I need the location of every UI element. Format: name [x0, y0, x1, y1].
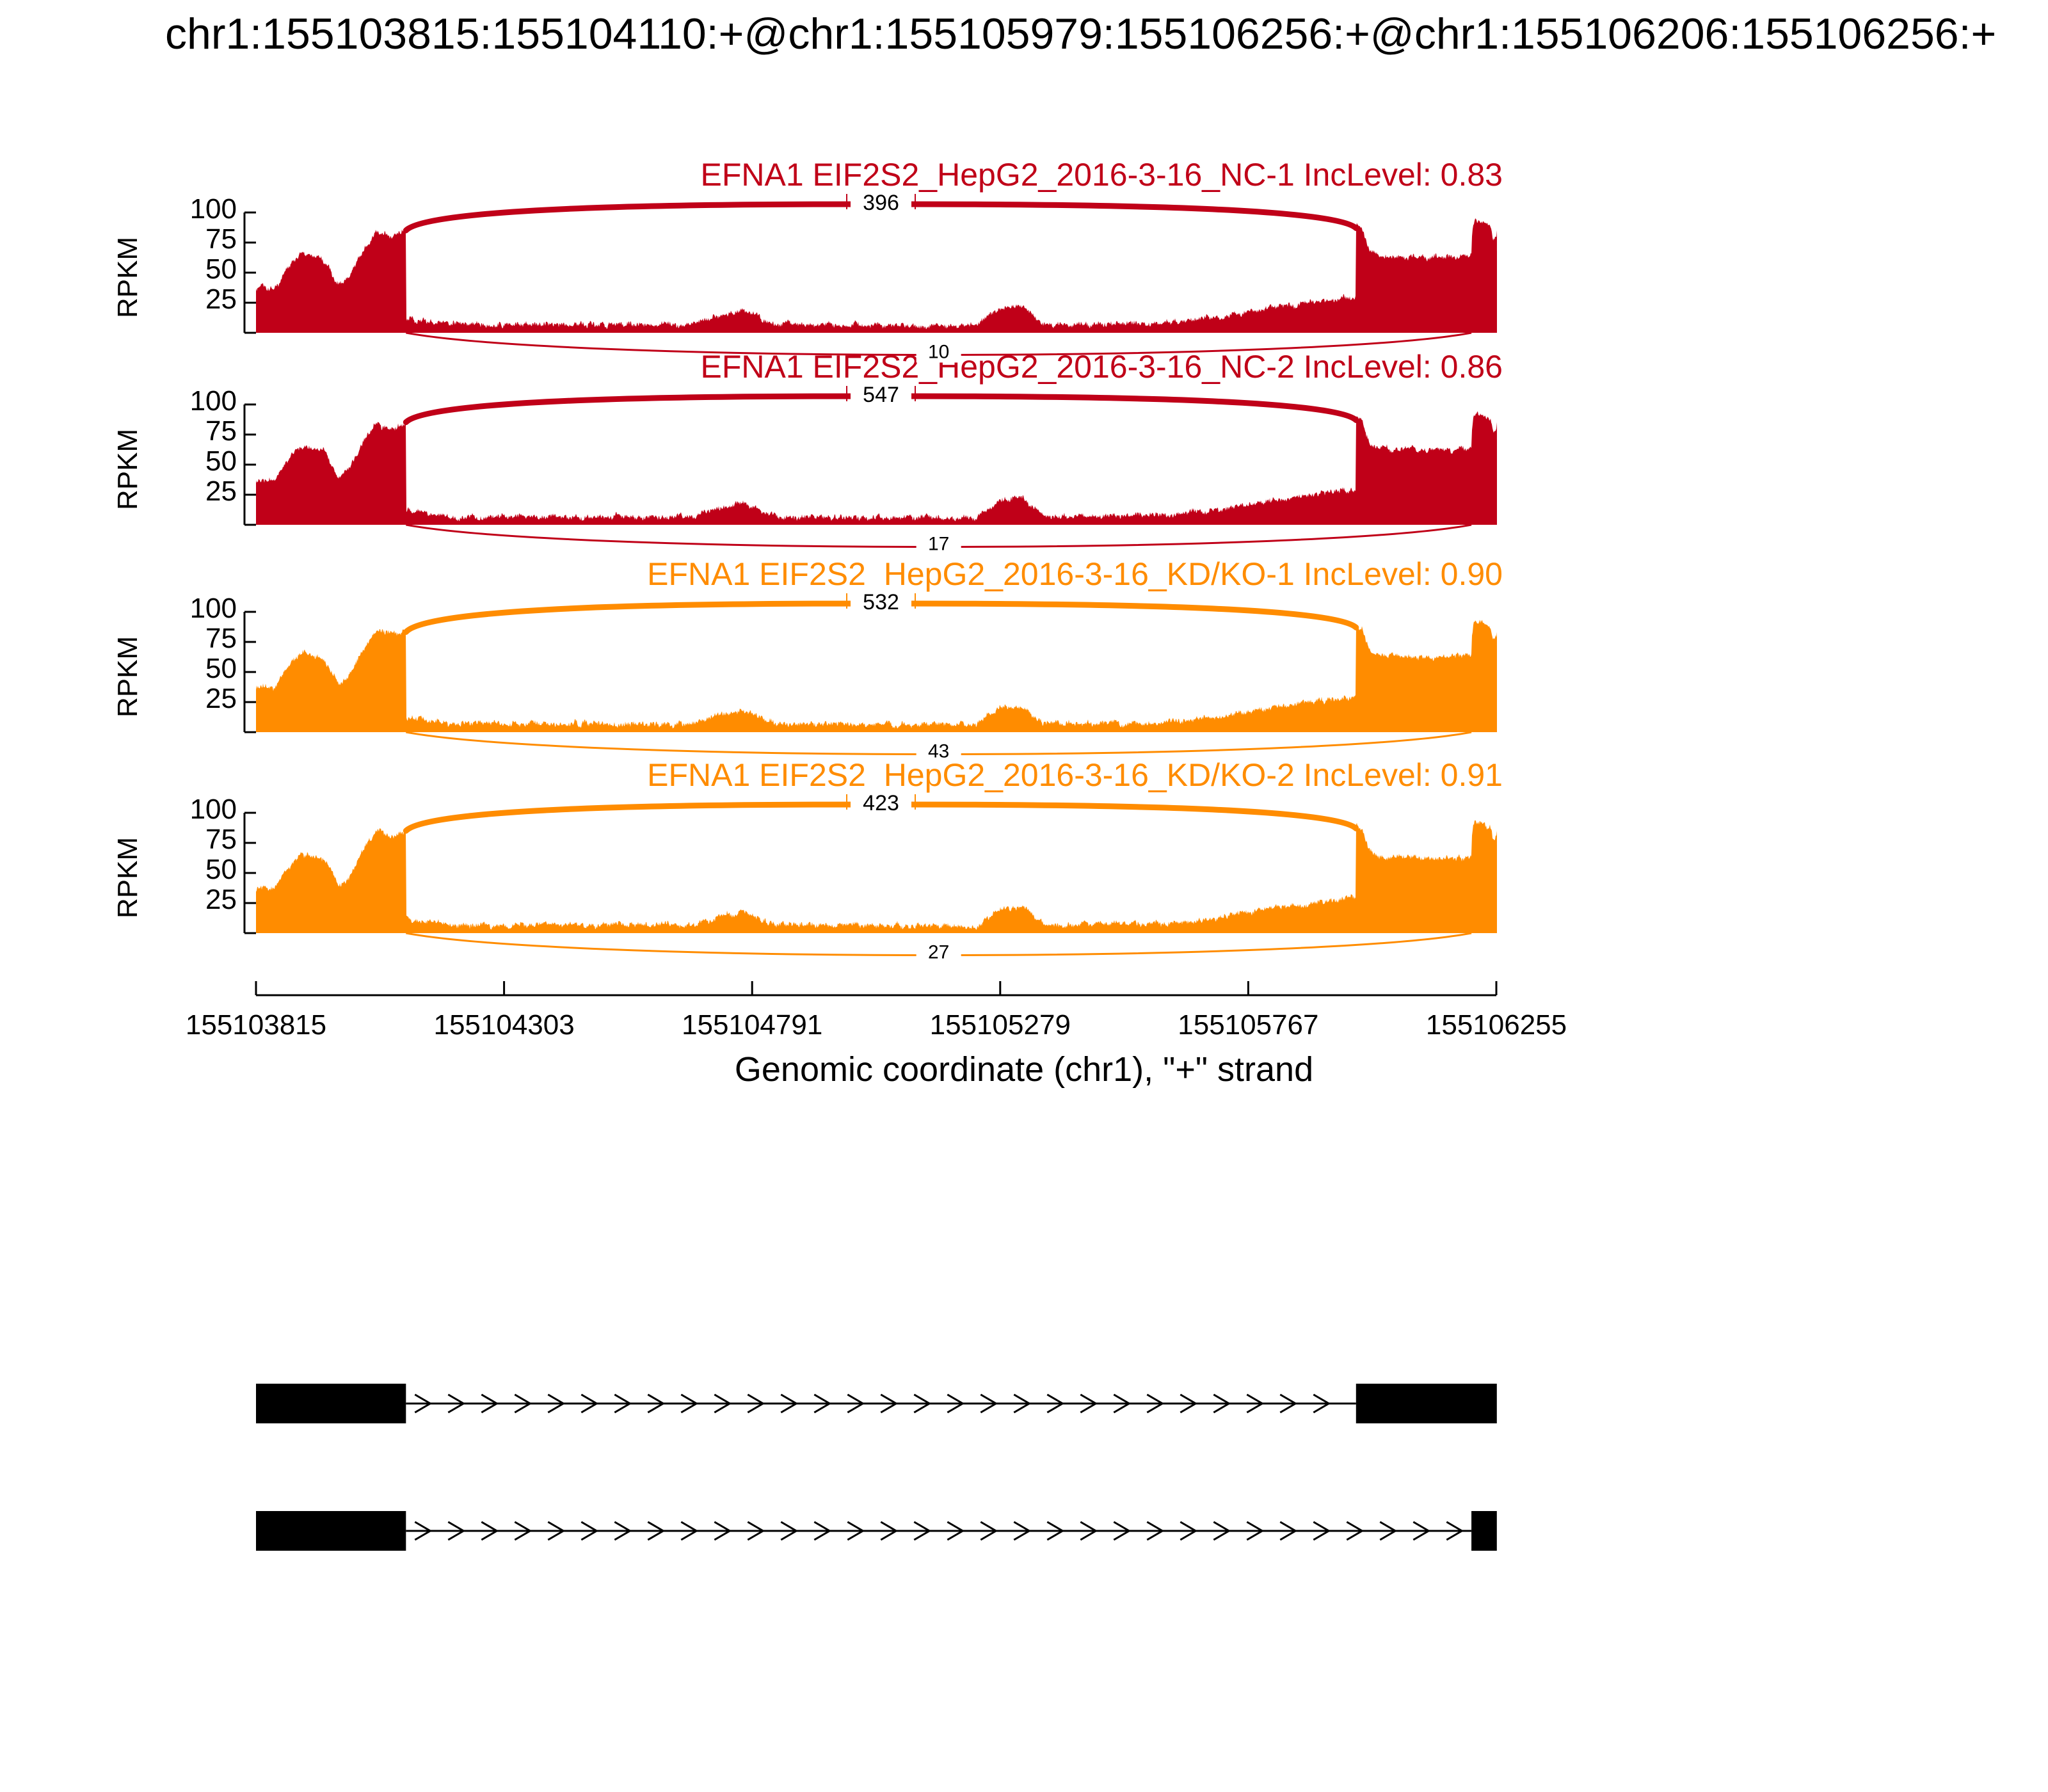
svg-text:43: 43	[928, 741, 949, 762]
svg-text:17: 17	[928, 534, 949, 555]
svg-text:547: 547	[863, 383, 899, 407]
svg-text:396: 396	[863, 191, 899, 215]
svg-text:27: 27	[928, 942, 949, 963]
svg-text:10: 10	[928, 342, 949, 363]
svg-text:423: 423	[863, 791, 899, 815]
svg-text:532: 532	[863, 590, 899, 614]
